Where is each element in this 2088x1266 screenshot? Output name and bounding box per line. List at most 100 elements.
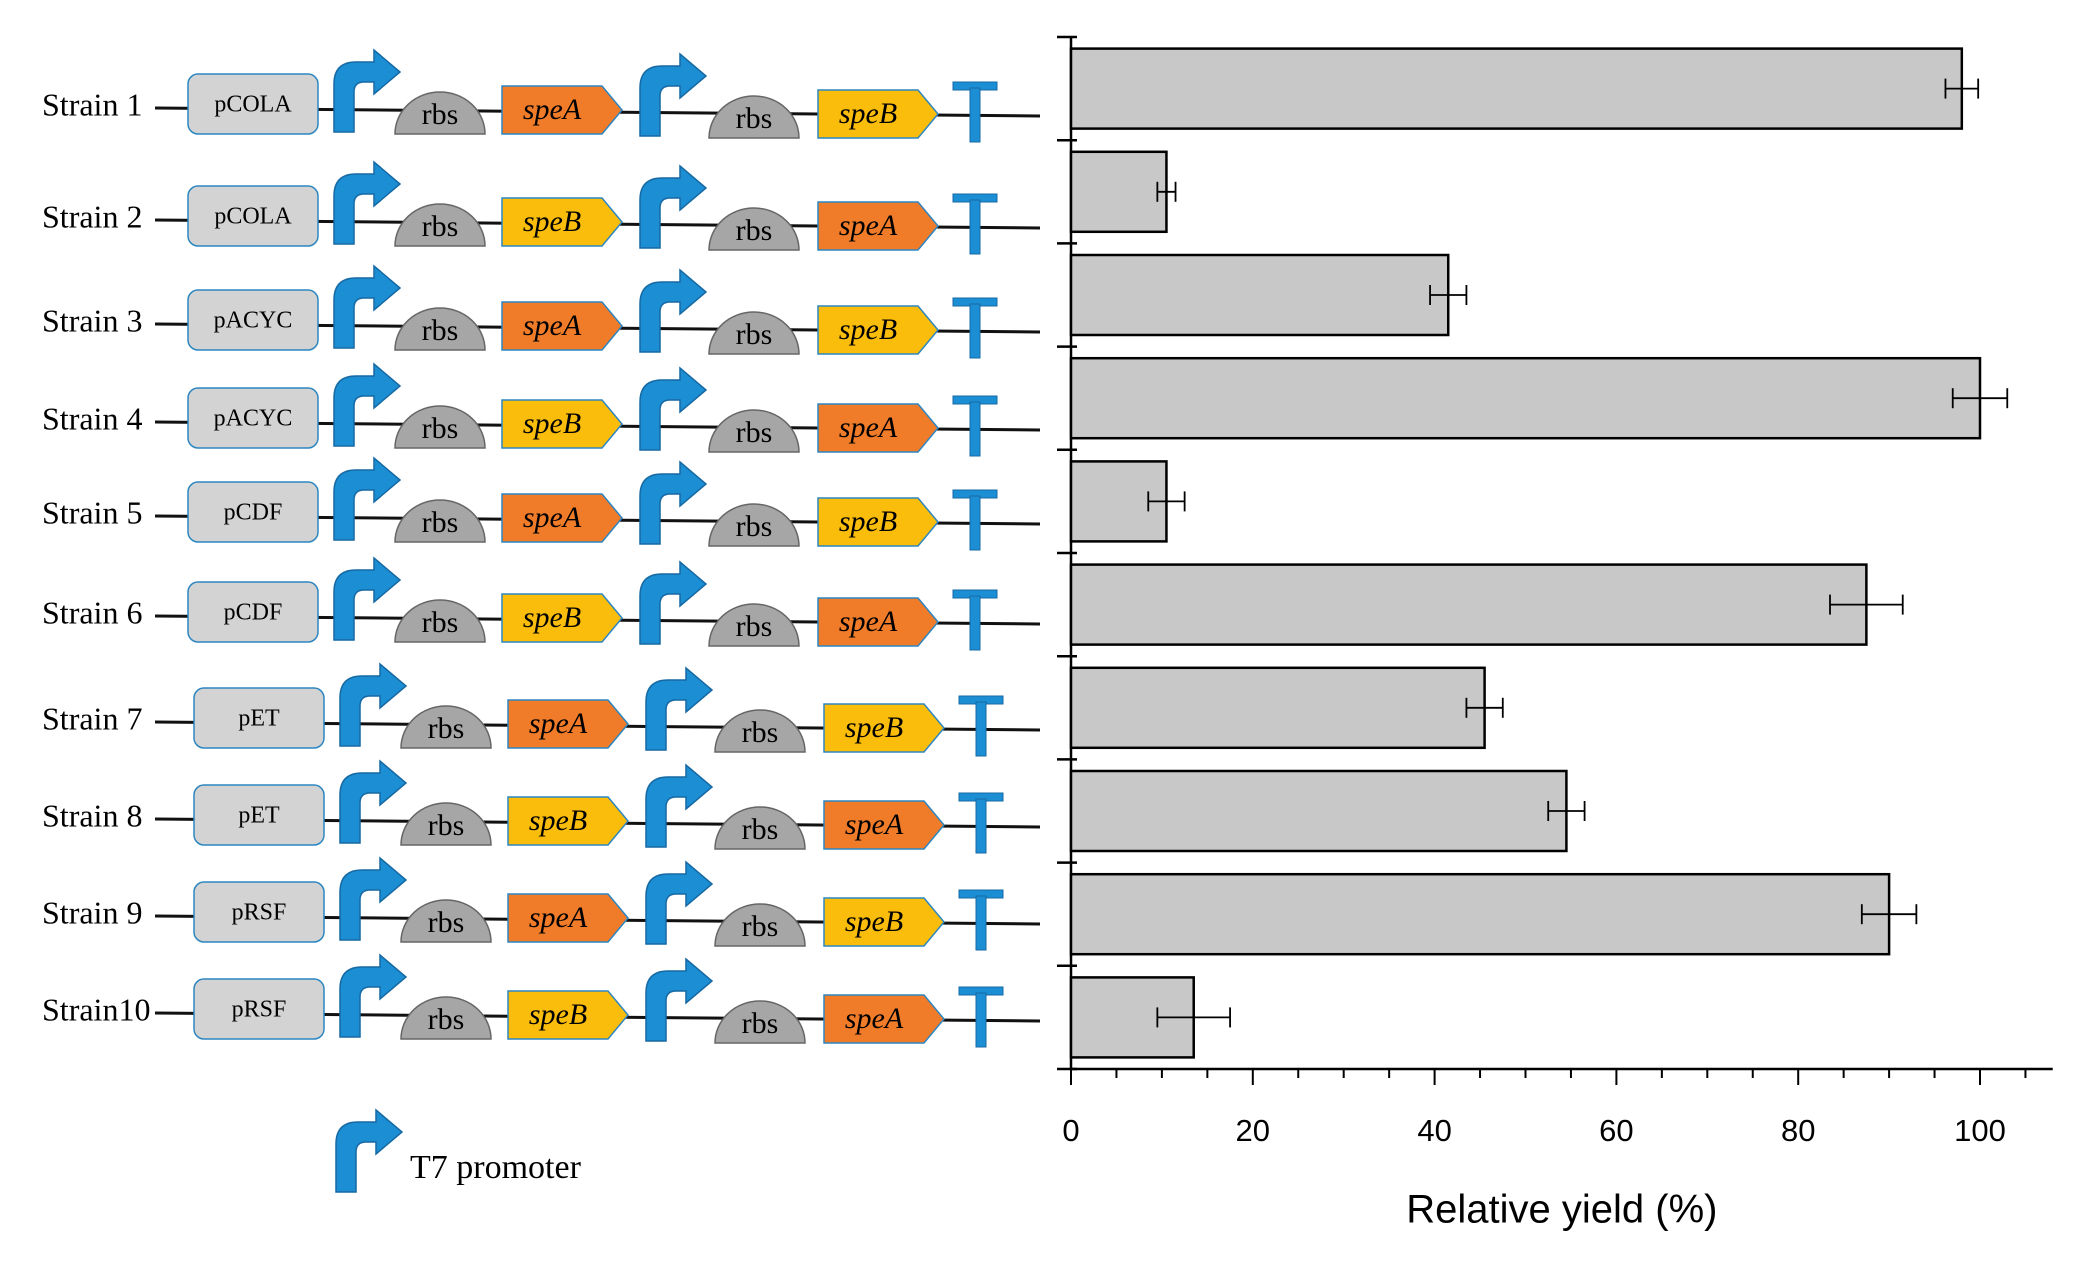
plasmid-box [187, 185, 319, 247]
gene-label: speB [839, 97, 897, 130]
bar [1069, 356, 1982, 440]
plasmid-label: pCOLA [214, 92, 292, 118]
terminator-stem [969, 303, 981, 359]
rbs-label: rbs [428, 712, 465, 745]
gene-label: speB [523, 601, 581, 634]
plasmid-box [193, 784, 325, 846]
rbs-label: rbs [428, 809, 465, 842]
promoter-arrow-icon [333, 48, 402, 133]
gene-label: speB [529, 804, 587, 837]
rbs-label: rbs [422, 506, 459, 539]
gene-label: speA [529, 901, 588, 934]
bar [1069, 872, 1891, 956]
gene-arrow-speA [501, 493, 623, 543]
rbs-shape [400, 996, 492, 1040]
gene-arrow-speB [501, 593, 623, 643]
terminator-stem [969, 87, 981, 143]
rbs-label: rbs [428, 906, 465, 939]
x-axis-label: Relative yield (%) [1406, 1188, 1717, 1232]
x-tick-label: 0 [1062, 1113, 1079, 1148]
gene-label: speA [845, 1002, 904, 1035]
strain-row: Strain 6 pCDF rbs speB rbs speA [42, 556, 1041, 651]
promoter-arrow-icon [645, 763, 714, 848]
strain-row: Strain10 pRSF rbs speB rbs speA [42, 953, 1041, 1048]
strain-label: Strain 2 [42, 198, 142, 234]
bar [1069, 666, 1486, 750]
plasmid-label: pET [238, 803, 280, 829]
legend: T7 promoter [335, 1108, 582, 1193]
gene-label: speB [523, 407, 581, 440]
promoter-arrow-icon [335, 1108, 404, 1193]
strain-label: Strain 7 [42, 700, 142, 736]
strain-label: Strain 8 [42, 797, 142, 833]
rbs-shape [714, 903, 806, 947]
strain-label: Strain10 [42, 991, 150, 1027]
bar [1069, 47, 1964, 130]
promoter-arrow-icon [645, 666, 714, 751]
gene-arrow-speB [507, 796, 629, 846]
gene-arrow-speB [823, 897, 945, 947]
bar [1069, 150, 1168, 234]
plasmid-box [187, 387, 319, 449]
plasmid-box [193, 687, 325, 749]
plasmid-label: pRSF [232, 997, 287, 1023]
gene-arrow-speB [817, 305, 939, 355]
promoter-arrow-icon [333, 362, 402, 447]
plasmid-box [193, 881, 325, 943]
promoter-arrow-icon [333, 556, 402, 641]
terminator-stem [969, 199, 981, 255]
plasmid-box [193, 978, 325, 1040]
gene-arrow-speB [507, 990, 629, 1040]
x-tick-label: 60 [1599, 1113, 1633, 1148]
plasmid-label: pACYC [214, 406, 293, 432]
strain-row: Strain 2 pCOLA rbs speB rbs speA [42, 160, 1041, 255]
bar [1069, 563, 1868, 646]
gene-label: speA [845, 808, 904, 841]
construct-panel: Strain 1 pCOLA rbs speA rbs speB Strain 2 pCOLA… [42, 48, 1041, 1048]
x-tick-label: 80 [1781, 1113, 1815, 1148]
gene-arrow-speA [823, 994, 945, 1044]
strain-label: Strain 4 [42, 400, 142, 436]
rbs-shape [394, 405, 486, 449]
gene-label: speA [839, 209, 898, 242]
strain-row: Strain 5 pCDF rbs speA rbs speB [42, 456, 1041, 551]
x-tick-label: 40 [1417, 1113, 1451, 1148]
gene-arrow-speA [507, 893, 629, 943]
rbs-label: rbs [736, 102, 773, 135]
rbs-label: rbs [736, 510, 773, 543]
rbs-shape [394, 307, 486, 351]
gene-arrow-speA [501, 301, 623, 351]
rbs-shape [394, 91, 486, 135]
plasmid-box [187, 289, 319, 351]
rbs-label: rbs [422, 210, 459, 243]
rbs-shape [400, 899, 492, 943]
strain-label: Strain 6 [42, 594, 142, 630]
gene-label: speB [523, 205, 581, 238]
rbs-label: rbs [422, 314, 459, 347]
promoter-arrow-icon [333, 456, 402, 541]
plasmid-label: pACYC [214, 308, 293, 334]
gene-arrow-speB [817, 497, 939, 547]
x-tick-label: 20 [1236, 1113, 1270, 1148]
promoter-arrow-icon [339, 953, 408, 1038]
bar [1069, 769, 1568, 853]
promoter-arrow-icon [333, 264, 402, 349]
gene-arrow-speA [507, 699, 629, 749]
rbs-shape [708, 503, 800, 547]
terminator-stem [969, 401, 981, 457]
rbs-shape [394, 599, 486, 643]
strain-label: Strain 1 [42, 86, 142, 122]
terminator-stem [975, 992, 987, 1048]
rbs-shape [708, 311, 800, 355]
terminator-stem [969, 595, 981, 651]
rbs-shape [708, 603, 800, 647]
gene-label: speB [845, 905, 903, 938]
plasmid-label: pRSF [232, 900, 287, 926]
gene-arrow-speA [817, 597, 939, 647]
rbs-label: rbs [742, 716, 779, 749]
plasmid-label: pCDF [224, 600, 283, 626]
gene-label: speA [523, 501, 582, 534]
strain-row: Strain 8 pET rbs speB rbs speA [42, 759, 1041, 854]
strain-row: Strain 3 pACYC rbs speA rbs speB [42, 264, 1041, 359]
